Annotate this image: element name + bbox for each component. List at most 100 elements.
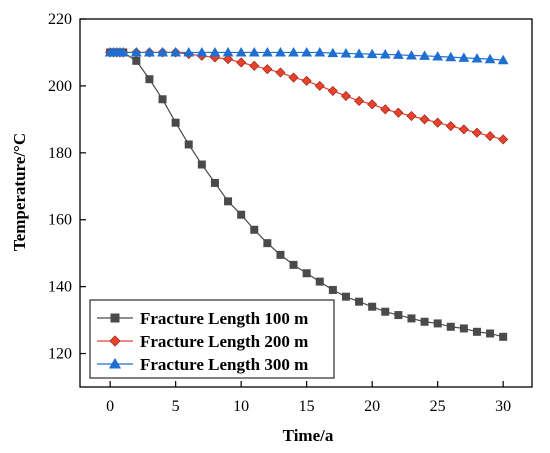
data-point	[471, 53, 483, 63]
data-point	[420, 317, 429, 326]
x-tick-label: 25	[430, 398, 446, 415]
series-3	[104, 47, 509, 65]
y-tick-label: 140	[48, 279, 72, 296]
data-point	[237, 210, 246, 219]
legend-box	[89, 299, 335, 379]
x-tick-label: 5	[172, 398, 180, 415]
legend-label: Fracture Length 200 m	[140, 332, 308, 351]
data-point	[459, 324, 468, 333]
series-layer	[104, 47, 509, 341]
data-point	[354, 95, 365, 106]
data-point	[340, 48, 352, 58]
data-point	[394, 311, 403, 320]
data-point	[262, 64, 273, 75]
data-point	[419, 114, 430, 125]
data-point	[327, 85, 338, 96]
data-point	[368, 302, 377, 311]
data-point	[157, 47, 168, 57]
data-point	[236, 57, 247, 68]
data-point	[393, 107, 404, 118]
legend-marker	[110, 313, 120, 323]
data-point	[315, 277, 324, 286]
data-point	[196, 47, 208, 57]
data-point	[446, 322, 455, 331]
data-point	[250, 225, 259, 234]
series-line	[110, 51, 504, 338]
x-tick-label: 0	[106, 398, 114, 415]
legend-label: Fracture Length 100 m	[140, 309, 308, 328]
data-point	[301, 75, 312, 86]
data-point	[210, 178, 219, 187]
data-point	[263, 239, 272, 248]
data-point	[170, 47, 182, 57]
y-tick-label: 160	[48, 212, 72, 229]
data-point	[314, 80, 325, 91]
y-tick-label: 200	[48, 78, 72, 95]
data-point	[366, 48, 378, 59]
x-tick-label: 30	[495, 398, 511, 415]
legend-marker	[109, 335, 121, 347]
data-point	[183, 47, 195, 57]
y-tick-label: 120	[48, 346, 72, 363]
data-point	[497, 54, 509, 65]
data-point	[498, 134, 509, 145]
data-point	[485, 131, 496, 142]
data-point	[445, 121, 456, 132]
data-point	[392, 49, 404, 59]
legend-label: Fracture Length 300 m	[140, 355, 308, 374]
data-point	[223, 54, 234, 65]
data-point	[158, 95, 167, 104]
y-axis-title: Temperature/°C	[10, 133, 29, 251]
series-1	[106, 48, 508, 341]
data-point	[379, 49, 391, 59]
data-point	[117, 47, 129, 57]
data-point	[314, 47, 326, 57]
data-point	[288, 72, 299, 83]
series-line	[110, 51, 504, 61]
data-point	[145, 75, 154, 84]
series-line	[110, 51, 504, 141]
data-point	[499, 332, 508, 341]
data-point	[380, 104, 391, 115]
data-point	[184, 140, 193, 149]
y-tick-label: 180	[48, 145, 72, 162]
data-point	[381, 307, 390, 316]
data-point	[433, 319, 442, 328]
data-point	[458, 124, 469, 135]
data-point	[353, 48, 365, 58]
data-point	[249, 60, 260, 71]
data-point	[289, 260, 298, 269]
data-point	[419, 50, 430, 60]
data-point	[144, 47, 155, 57]
data-point	[471, 127, 482, 138]
x-axis-title: Time/a	[283, 426, 334, 445]
data-point	[302, 269, 311, 278]
data-point	[367, 99, 378, 110]
legend: Fracture Length 100 m Fracture Length 200…	[89, 299, 335, 379]
data-point	[209, 47, 221, 57]
data-point	[276, 250, 285, 259]
data-point	[288, 47, 299, 57]
data-point	[472, 327, 481, 336]
data-point	[132, 56, 141, 65]
x-tick-label: 20	[364, 398, 380, 415]
plot-area-frame	[79, 18, 533, 388]
data-point	[355, 297, 364, 306]
data-point	[222, 47, 234, 57]
data-point	[406, 50, 417, 60]
data-point	[224, 197, 233, 206]
data-point	[432, 51, 444, 61]
data-point	[275, 47, 286, 57]
data-point	[432, 117, 443, 128]
x-tick-label: 10	[233, 398, 249, 415]
data-point	[407, 314, 416, 323]
y-tick-label: 220	[48, 11, 72, 28]
data-point	[340, 90, 351, 101]
data-point	[486, 329, 495, 338]
data-point	[301, 47, 313, 57]
data-point	[484, 53, 496, 64]
data-point	[275, 67, 286, 78]
data-point	[445, 51, 457, 62]
data-point	[235, 47, 247, 57]
data-point	[328, 285, 337, 294]
